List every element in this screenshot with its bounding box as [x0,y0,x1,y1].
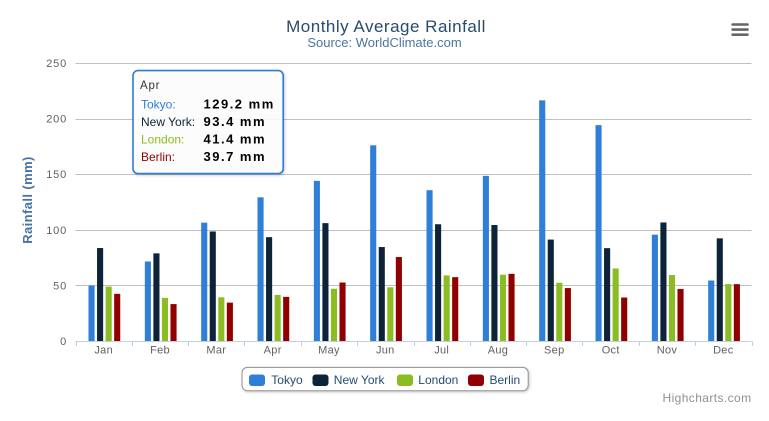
svg-text:Mar: Mar [206,345,226,357]
svg-text:Feb: Feb [150,345,170,357]
svg-text:New York:: New York: [141,115,195,129]
svg-text:Sep: Sep [544,345,564,357]
svg-text:Monthly Average Rainfall: Monthly Average Rainfall [286,17,486,36]
svg-text:Apr: Apr [140,80,160,92]
svg-text:Tokyo:: Tokyo: [141,97,176,111]
svg-text:50: 50 [53,280,67,292]
svg-text:150: 150 [46,169,67,181]
svg-text:Apr: Apr [264,345,282,357]
svg-text:39.7 mm: 39.7 mm [204,149,267,164]
svg-text:Dec: Dec [713,345,734,357]
svg-text:Berlin: Berlin [490,373,521,387]
svg-text:129.2 mm: 129.2 mm [204,96,275,111]
svg-text:93.4 mm: 93.4 mm [204,114,267,129]
svg-text:Source: WorldClimate.com: Source: WorldClimate.com [307,35,461,50]
svg-text:London: London [418,373,458,387]
svg-text:200: 200 [46,114,67,126]
svg-text:0: 0 [60,336,67,348]
svg-text:Oct: Oct [602,345,620,357]
svg-text:Jun: Jun [376,345,395,357]
svg-text:Aug: Aug [488,345,508,357]
svg-text:May: May [318,345,340,357]
svg-text:Rainfall (mm): Rainfall (mm) [20,156,35,244]
svg-text:Nov: Nov [657,345,678,357]
svg-text:100: 100 [46,225,67,237]
svg-text:41.4 mm: 41.4 mm [204,132,267,147]
svg-text:250: 250 [46,58,67,70]
svg-text:Highcharts.com: Highcharts.com [663,391,752,405]
svg-text:Berlin:: Berlin: [141,150,175,164]
svg-text:Tokyo: Tokyo [271,373,303,387]
svg-text:New York: New York [334,373,386,387]
svg-text:Jul: Jul [434,345,449,357]
svg-text:Jan: Jan [94,345,113,357]
svg-text:London:: London: [141,133,184,147]
